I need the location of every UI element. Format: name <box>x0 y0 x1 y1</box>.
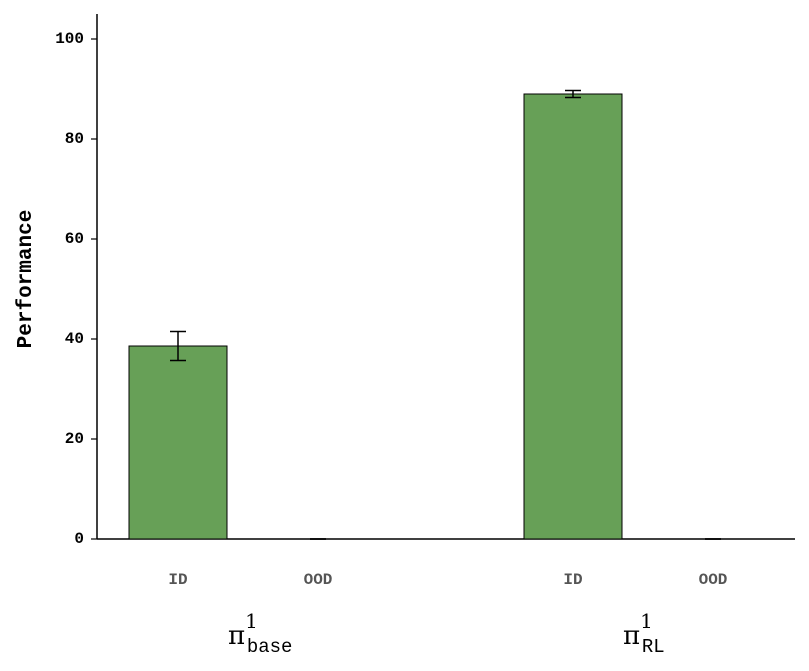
bar <box>523 93 623 540</box>
error-bar <box>565 89 581 99</box>
bar <box>128 345 228 540</box>
y-tick-label: 20 <box>65 430 84 448</box>
group-sup: 1 <box>640 609 653 633</box>
group-sup: 1 <box>245 609 258 633</box>
x-tick-label: OOD <box>304 571 333 589</box>
group-symbol: π <box>228 621 245 651</box>
y-tick-label: 0 <box>74 530 84 548</box>
group-sub: RL <box>642 636 665 658</box>
y-axis-label: Performance <box>15 210 38 349</box>
group-symbol: π <box>623 621 640 651</box>
x-tick-label: OOD <box>699 571 728 589</box>
y-tick-label: 40 <box>65 330 84 348</box>
group-label: π1 base <box>228 609 292 658</box>
y-tick-label: 60 <box>65 230 84 248</box>
group-label: π1 RL <box>623 609 665 658</box>
x-tick-label: ID <box>168 571 187 589</box>
y-tick-label: 100 <box>55 30 84 48</box>
group-sub: base <box>247 636 293 658</box>
x-tick-label: ID <box>563 571 582 589</box>
error-bar <box>170 330 186 362</box>
y-tick-label: 80 <box>65 130 84 148</box>
